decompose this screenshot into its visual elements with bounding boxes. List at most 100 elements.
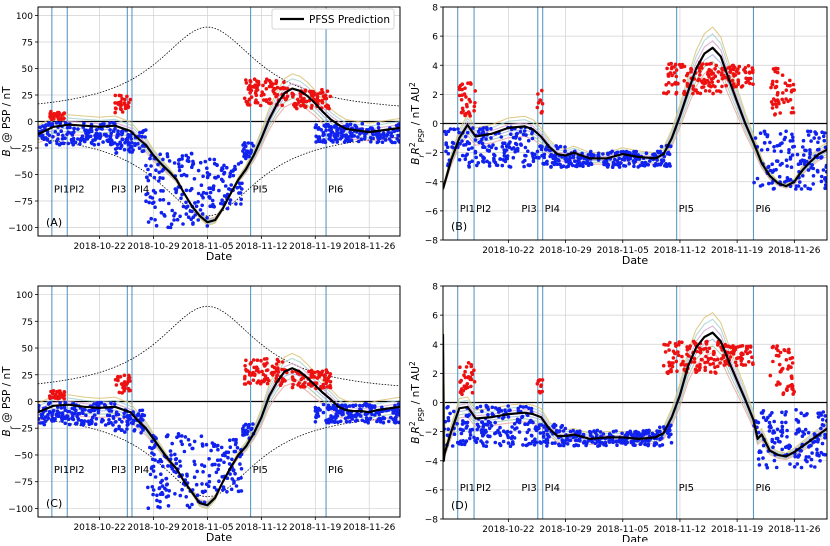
measured-point-positive	[685, 73, 689, 78]
measured-point-negative	[241, 430, 245, 435]
measured-point-negative	[200, 212, 205, 216]
measured-point-negative	[44, 123, 48, 127]
measured-point-negative	[757, 450, 761, 455]
measured-point-positive	[790, 361, 795, 365]
measured-point-positive	[774, 66, 778, 71]
measured-point-negative	[178, 214, 182, 219]
measured-point-positive	[674, 90, 679, 95]
measured-point-positive	[708, 362, 712, 367]
measured-point-positive	[712, 358, 716, 362]
measured-point-negative	[809, 464, 813, 468]
measured-point-negative	[655, 163, 660, 167]
measured-point-positive	[315, 95, 320, 99]
measured-point-negative	[159, 472, 163, 477]
measured-point-negative	[359, 137, 364, 142]
measured-point-negative	[89, 140, 94, 145]
measured-point-negative	[666, 430, 670, 435]
measured-point-positive	[707, 75, 711, 79]
measured-point-positive	[709, 356, 713, 361]
measured-point-negative	[116, 132, 121, 136]
measured-point-negative	[123, 140, 127, 145]
measured-point-negative	[140, 149, 145, 154]
measured-point-negative	[503, 159, 508, 164]
measured-point-negative	[819, 179, 824, 184]
measured-point-positive	[725, 344, 730, 349]
measured-point-negative	[811, 182, 815, 186]
measured-point-positive	[673, 62, 678, 67]
measured-point-positive	[243, 364, 247, 368]
pi-label-pi3: PI3	[521, 204, 536, 215]
measured-point-positive	[263, 80, 268, 85]
measured-point-negative	[344, 133, 349, 137]
ensemble-line	[38, 78, 400, 226]
measured-point-positive	[695, 368, 699, 373]
measured-point-negative	[632, 164, 636, 169]
measured-point-negative	[210, 463, 214, 467]
measured-point-positive	[703, 365, 707, 370]
measured-point-negative	[633, 443, 637, 448]
measured-point-negative	[646, 428, 651, 433]
measured-point-negative	[551, 156, 555, 161]
measured-point-negative	[821, 168, 826, 172]
measured-point-positive	[536, 92, 540, 96]
measured-point-negative	[136, 424, 140, 428]
measured-point-negative	[821, 423, 826, 428]
measured-point-negative	[316, 126, 321, 130]
measured-point-negative	[457, 158, 462, 162]
measured-point-negative	[775, 427, 780, 432]
measured-point-negative	[246, 141, 251, 145]
measured-point-negative	[198, 160, 203, 165]
envelope-upper	[38, 305, 400, 387]
measured-point-negative	[780, 428, 785, 432]
measured-point-negative	[486, 434, 491, 439]
measured-point-negative	[149, 216, 153, 221]
measured-point-negative	[136, 412, 141, 416]
measured-point-negative	[182, 449, 187, 454]
measured-point-negative	[480, 430, 484, 435]
measured-point-positive	[728, 355, 733, 359]
measured-point-negative	[351, 403, 355, 408]
measured-point-positive	[746, 64, 751, 68]
measured-point-negative	[794, 431, 798, 436]
measured-point-negative	[126, 422, 130, 427]
measured-point-negative	[638, 163, 642, 168]
measured-point-negative	[443, 129, 447, 134]
measured-point-positive	[786, 384, 790, 389]
measured-point-negative	[756, 430, 761, 435]
measured-point-negative	[80, 134, 85, 138]
measured-point-negative	[463, 134, 468, 139]
measured-point-positive	[695, 90, 700, 95]
measured-point-negative	[150, 465, 154, 469]
measured-point-positive	[123, 97, 127, 102]
measured-point-negative	[541, 435, 546, 439]
measured-point-positive	[472, 104, 477, 109]
measured-point-negative	[167, 489, 171, 493]
prediction-line	[443, 331, 827, 462]
y-tick-label: 100	[16, 291, 33, 301]
measured-point-negative	[397, 402, 400, 407]
ensemble-line	[38, 357, 400, 509]
measured-point-negative	[332, 125, 336, 129]
measured-point-positive	[744, 349, 748, 354]
measured-point-negative	[502, 151, 507, 155]
measured-point-negative	[539, 441, 543, 445]
measured-point-negative	[322, 132, 326, 137]
measured-point-negative	[455, 440, 460, 445]
measured-point-negative	[362, 136, 367, 141]
measured-point-positive	[128, 388, 132, 393]
measured-point-positive	[540, 102, 545, 106]
measured-point-positive	[280, 360, 285, 364]
measured-point-negative	[797, 428, 802, 433]
measured-point-negative	[577, 430, 581, 435]
measured-point-negative	[170, 208, 174, 213]
measured-point-positive	[311, 371, 315, 375]
measured-point-negative	[152, 452, 156, 457]
measured-point-negative	[162, 213, 166, 217]
measured-point-positive	[244, 81, 249, 85]
measured-point-negative	[493, 440, 498, 445]
pi-label-pi6: PI6	[328, 184, 343, 195]
measured-point-negative	[184, 200, 188, 205]
measured-point-negative	[481, 159, 485, 164]
measured-point-negative	[783, 135, 787, 140]
measured-point-positive	[746, 344, 751, 349]
